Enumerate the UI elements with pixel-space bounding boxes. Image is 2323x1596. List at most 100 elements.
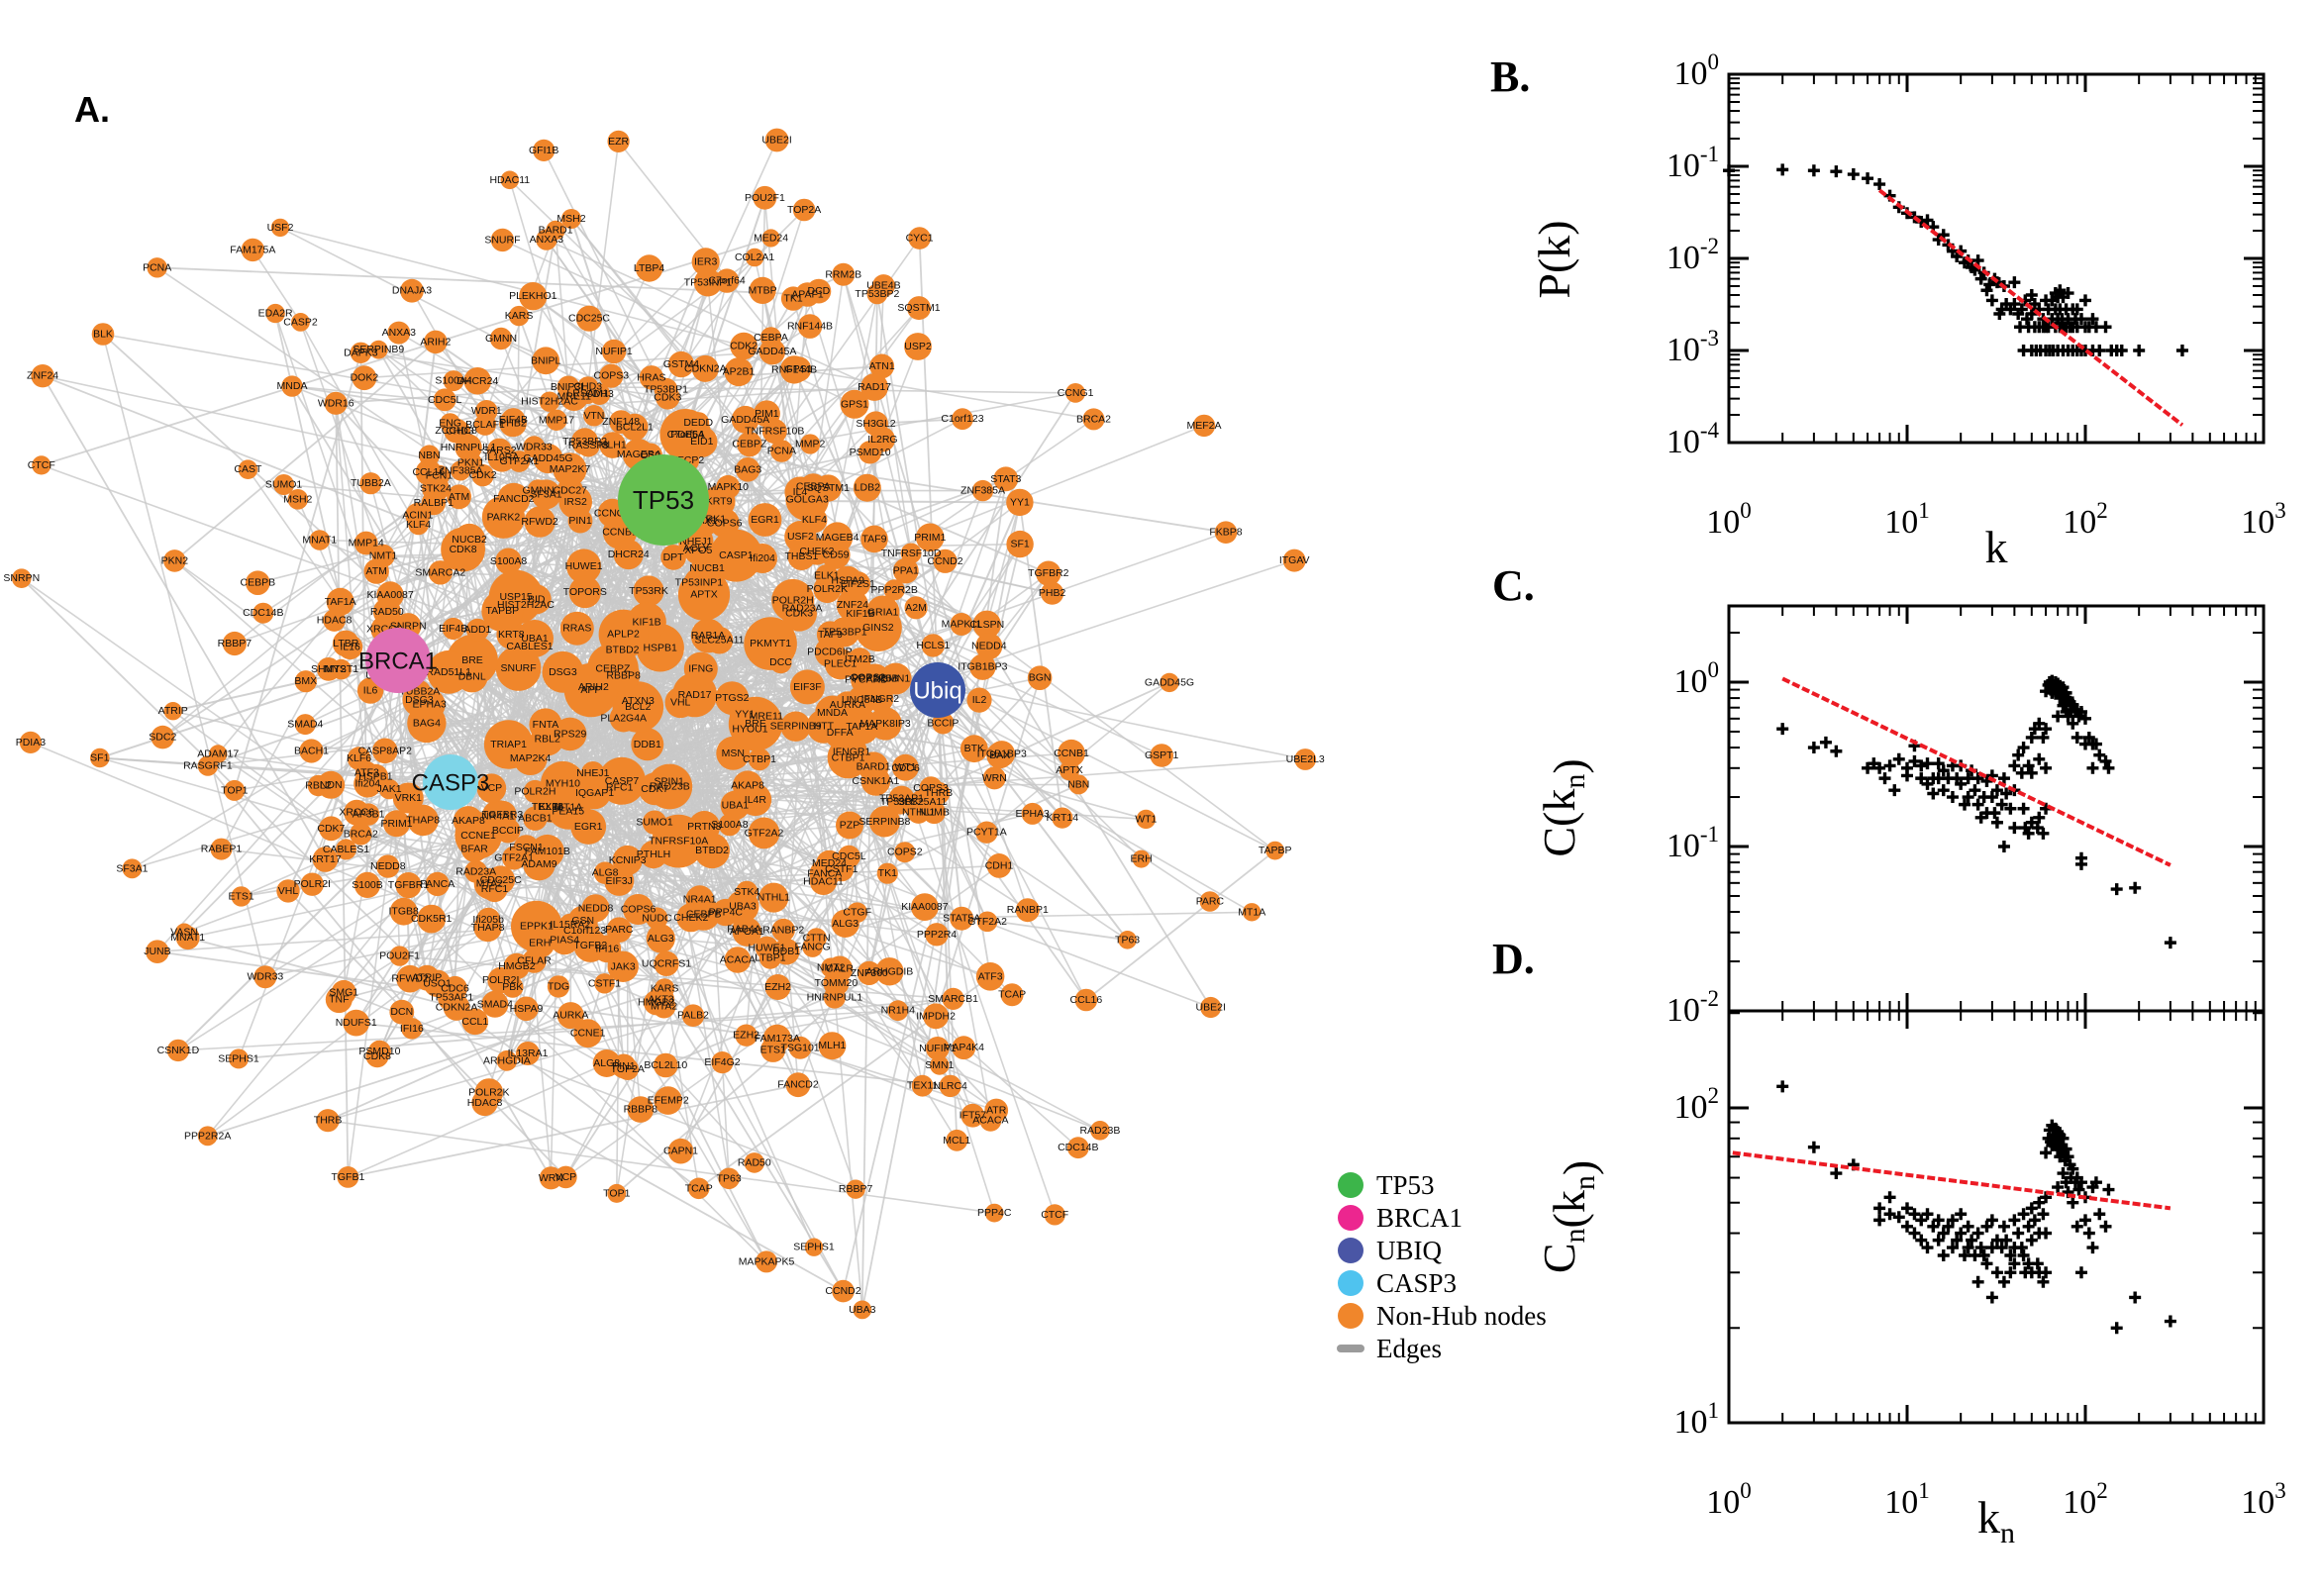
network-node-label: MAGEB4 xyxy=(816,532,859,544)
network-node xyxy=(400,278,424,303)
network-node-label: NHEJ1 xyxy=(679,536,712,548)
network-node-label: MRE11 xyxy=(557,391,591,403)
network-node-label: RAB4A xyxy=(727,923,760,935)
network-node xyxy=(1294,748,1317,770)
network-node-label: UNC84B xyxy=(842,694,882,706)
network-node-label: NEDD4 xyxy=(971,641,1007,652)
network-node-label: PARK2 xyxy=(487,511,521,523)
network-node-label: IL13RA1 xyxy=(508,1047,549,1059)
network-node-label: EZR xyxy=(608,136,629,148)
network-node-label: ADAM17 xyxy=(197,748,239,760)
network-node-label: MT1A xyxy=(1238,906,1265,918)
network-node-label: PZP xyxy=(840,820,859,832)
network-node xyxy=(1192,414,1216,438)
network-node-label: PDIA3 xyxy=(16,737,47,748)
network-node xyxy=(273,474,295,495)
network-node-label: TGFBR3 xyxy=(482,809,524,821)
network-node xyxy=(1021,802,1044,825)
network-node-label: GTF2A1 xyxy=(494,852,534,864)
network-node-label: BFAR xyxy=(460,844,488,855)
network-node-label: PKN2 xyxy=(161,554,189,566)
data-point xyxy=(1997,1275,2010,1288)
network-node-label: CCL16 xyxy=(1070,994,1103,1006)
data-point xyxy=(1969,784,1981,797)
network-node-label: GADD45A xyxy=(721,414,769,426)
network-node-label: ALG8 xyxy=(592,867,619,879)
network-node-label: SQSTM1 xyxy=(897,302,940,314)
network-node-label: SQSTM1 xyxy=(807,482,850,494)
network-node-label: APLP2 xyxy=(607,629,640,641)
network-node-label: MCL1 xyxy=(943,1135,970,1147)
network-node-label: AP2B1 xyxy=(723,366,756,378)
network-node-label: C7orf64 xyxy=(708,275,746,287)
network-node xyxy=(745,248,764,267)
network-node xyxy=(942,987,964,1011)
network-node-label: HSPA9 xyxy=(831,575,864,587)
network-node-label: CDK7 xyxy=(641,783,668,795)
network-node xyxy=(806,278,832,304)
network-node-label: MMP14 xyxy=(349,538,384,549)
network-node-label: USO1 xyxy=(423,977,452,989)
hub-ubiq-circle xyxy=(910,662,965,718)
network-node xyxy=(229,1048,249,1069)
network-node-label: RPS29 xyxy=(554,728,586,740)
network-node-label: ATF3 xyxy=(354,766,379,778)
network-node xyxy=(848,602,873,627)
network-node-label: ETS1 xyxy=(228,890,253,902)
network-node xyxy=(338,634,363,660)
network-node-label: CDC6 xyxy=(891,762,920,774)
network-node-label: TAF9 xyxy=(862,533,887,545)
data-point xyxy=(1966,1234,1978,1247)
data-point xyxy=(1932,1214,1945,1227)
network-node-label: COL2A1 xyxy=(735,251,774,263)
network-node-label: FKBP8 xyxy=(1209,527,1242,539)
data-point xyxy=(1985,791,1998,804)
network-node-label: APP xyxy=(580,684,601,696)
network-node xyxy=(516,1042,540,1065)
network-node xyxy=(758,339,786,365)
network-node xyxy=(362,763,389,790)
network-node xyxy=(352,365,377,391)
network-node-label: NUFIP1 xyxy=(595,346,633,357)
data-point xyxy=(1878,772,1891,785)
network-node xyxy=(443,370,464,392)
data-point xyxy=(2017,802,2030,815)
network-node xyxy=(972,610,1001,639)
network-node-label: TCAP xyxy=(685,1182,713,1194)
network-node xyxy=(769,651,792,674)
network-node xyxy=(553,452,587,487)
network-node-label: MTA2 xyxy=(476,878,503,890)
network-node-label: WDR16 xyxy=(318,397,354,409)
network-node-label: ALG3 xyxy=(648,933,674,945)
network-node-label: CDC6 xyxy=(441,982,469,994)
network-node-label: RAD17 xyxy=(858,381,891,393)
network-node-label: IFT57 xyxy=(960,1110,987,1122)
network-node-label: IL15RA2 xyxy=(550,919,590,931)
network-node xyxy=(1265,841,1285,860)
network-node-label: MYST1 xyxy=(324,663,358,675)
network-node-label: NUDC xyxy=(642,913,672,925)
network-node xyxy=(687,412,710,435)
network-node xyxy=(921,634,945,657)
network-node-label: AP3B1 xyxy=(353,809,385,821)
network-node-label: KIF1B xyxy=(846,608,874,620)
legend-item-5: Edges xyxy=(1337,1334,1442,1363)
network-node xyxy=(486,438,512,463)
network-node-label: NMT1 xyxy=(369,549,398,561)
network-node xyxy=(976,911,998,933)
network-node xyxy=(969,653,996,680)
data-point xyxy=(1873,761,1886,774)
network-node xyxy=(241,238,264,262)
data-point xyxy=(1847,168,1860,181)
network-node xyxy=(524,506,556,538)
network-node-label: CDK2 xyxy=(469,469,497,481)
network-node xyxy=(952,1036,976,1060)
network-node xyxy=(454,523,486,556)
network-node-label: MNAT1 xyxy=(170,932,205,944)
network-node xyxy=(691,248,720,276)
network-node xyxy=(1199,891,1221,912)
network-node xyxy=(982,766,1006,790)
network-node-label: EFEMP2 xyxy=(648,1095,689,1107)
network-node xyxy=(1006,530,1034,558)
network-node-label: VRK1 xyxy=(395,792,423,804)
